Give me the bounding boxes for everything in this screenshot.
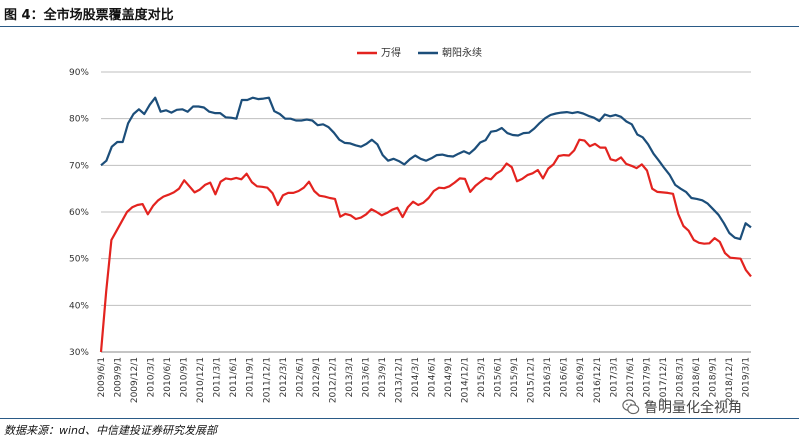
figure-title: 图 4：全市场股票覆盖度对比 [4, 8, 174, 23]
x-tick-label: 2013/6/1 [361, 357, 371, 397]
x-tick-label: 2017/12/1 [659, 357, 669, 403]
x-tick-label: 2011/3/1 [213, 357, 223, 397]
watermark: 鲁明量化全视角 [622, 397, 742, 417]
x-tick-label: 2016/12/1 [593, 357, 603, 403]
y-tick-label: 80% [69, 115, 89, 125]
x-tick-label: 2016/3/1 [543, 357, 553, 397]
x-tick-label: 2013/12/1 [394, 357, 404, 403]
x-tick-label: 2017/9/1 [642, 357, 652, 397]
title-rule [0, 26, 799, 27]
x-tick-label: 2009/9/1 [114, 357, 124, 397]
x-tick-label: 2010/3/1 [147, 357, 157, 397]
y-tick-label: 60% [69, 208, 89, 218]
legend-label: 朝阳永续 [442, 46, 482, 59]
series-lines [99, 96, 752, 353]
wechat-icon [622, 399, 640, 415]
watermark-text: 鲁明量化全视角 [644, 400, 742, 416]
x-tick-label: 2010/6/1 [163, 357, 173, 397]
source-rule [0, 418, 799, 419]
legend: 万得 朝阳永续 [357, 46, 482, 59]
x-tick-label: 2014/12/1 [461, 357, 471, 403]
x-tick-label: 2019/3/1 [741, 357, 751, 397]
x-tick-label: 2018/3/1 [675, 357, 685, 397]
y-tick-label: 40% [69, 301, 89, 311]
x-tick-label: 2018/12/1 [725, 357, 735, 403]
x-tick-label: 2012/3/1 [279, 357, 289, 397]
x-tick-label: 2015/6/1 [494, 357, 504, 397]
x-tick-label: 2015/3/1 [477, 357, 487, 397]
x-tick-label: 2010/9/1 [180, 357, 190, 397]
x-tick-label: 2016/6/1 [560, 357, 570, 397]
x-tick-label: 2009/12/1 [130, 357, 140, 403]
x-tick-label: 2012/9/1 [312, 357, 322, 397]
x-tick-label: 2018/6/1 [692, 357, 702, 397]
y-tick-label: 50% [69, 255, 89, 265]
x-tick-label: 2014/6/1 [428, 357, 438, 397]
x-tick-label: 2015/12/1 [527, 357, 537, 403]
x-tick-label: 2012/12/1 [328, 357, 338, 403]
x-axis-ticks: 2009/6/1 2009/9/1 2009/12/1 2010/3/1 2010/6/… [97, 357, 751, 403]
y-tick-label: 30% [69, 348, 89, 358]
y-axis-ticks: 30% 40% 50% 60% 70% 80% 90% [69, 68, 89, 358]
x-tick-label: 2010/12/1 [196, 357, 206, 403]
x-tick-label: 2018/9/1 [708, 357, 718, 397]
legend-label: 万得 [381, 47, 401, 59]
x-tick-label: 2014/3/1 [411, 357, 421, 397]
x-tick-label: 2017/6/1 [626, 357, 636, 397]
grid-lines [101, 71, 751, 353]
series-line-0 [99, 138, 752, 353]
x-tick-label: 2011/6/1 [229, 357, 239, 397]
x-tick-label: 2014/9/1 [444, 357, 454, 397]
x-tick-label: 2011/9/1 [246, 357, 256, 397]
x-tick-label: 2013/9/1 [378, 357, 388, 397]
x-tick-label: 2012/6/1 [295, 357, 305, 397]
x-tick-label: 2011/12/1 [262, 357, 272, 403]
x-tick-label: 2016/9/1 [576, 357, 586, 397]
x-tick-label: 2015/9/1 [510, 357, 520, 397]
series-line-1 [100, 96, 752, 241]
x-tick-label: 2009/6/1 [97, 357, 107, 397]
y-tick-label: 90% [69, 68, 89, 78]
y-tick-label: 70% [69, 161, 89, 171]
x-tick-label: 2017/3/1 [609, 357, 619, 397]
x-tick-label: 2013/3/1 [345, 357, 355, 397]
source-note: 数据来源：wind、中信建投证券研究发展部 [4, 424, 218, 437]
